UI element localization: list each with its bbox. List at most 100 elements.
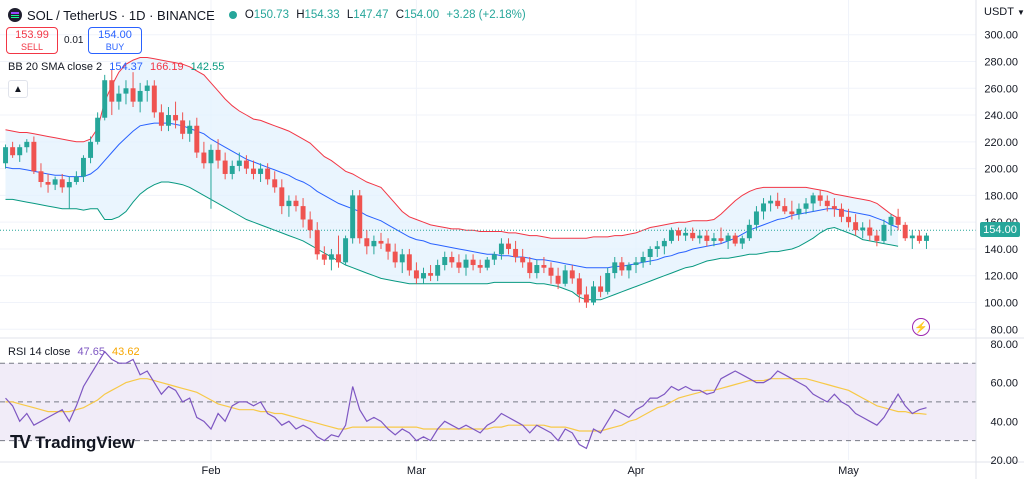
candle-body bbox=[378, 240, 384, 244]
candle-body bbox=[484, 259, 490, 268]
sell-button[interactable]: 153.99 SELL bbox=[6, 27, 58, 54]
candle-body bbox=[576, 278, 582, 295]
candle-body bbox=[824, 200, 830, 207]
candle-body bbox=[421, 273, 426, 279]
price-tick-label: 180.00 bbox=[984, 190, 1018, 202]
candle-body bbox=[52, 179, 58, 185]
symbol-title[interactable]: SOL / TetherUS · 1D · BINANCE bbox=[27, 7, 215, 23]
flash-icon[interactable]: ⚡ bbox=[912, 318, 930, 336]
time-tick-label: May bbox=[838, 465, 859, 477]
collapse-legend-button[interactable]: ▲ bbox=[8, 80, 28, 98]
tradingview-logo: TV TradingView bbox=[10, 432, 135, 453]
currency-label: USDT bbox=[984, 6, 1014, 18]
candle-body bbox=[548, 267, 554, 276]
chevron-down-icon: ▼ bbox=[1016, 7, 1024, 17]
candle-body bbox=[562, 270, 568, 284]
candle-body bbox=[768, 200, 774, 204]
bb-lower-line bbox=[5, 181, 899, 301]
candle-body bbox=[73, 176, 79, 182]
candle-body bbox=[158, 112, 164, 126]
candle-body bbox=[272, 179, 278, 188]
time-tick-label: Feb bbox=[201, 465, 220, 477]
bb-upper-value: 166.19 bbox=[149, 61, 184, 73]
chevron-up-icon: ▲ bbox=[13, 83, 23, 95]
candle-body bbox=[732, 235, 738, 244]
candle-body bbox=[923, 235, 929, 241]
rsi-tick-label: 40.00 bbox=[990, 416, 1018, 428]
candle-body bbox=[895, 216, 901, 225]
price-tick-label: 80.00 bbox=[990, 324, 1018, 336]
candle-body bbox=[95, 117, 101, 142]
candle-body bbox=[165, 115, 171, 126]
candle-body bbox=[527, 262, 533, 274]
candle-body bbox=[229, 165, 235, 174]
candle-body bbox=[612, 262, 618, 274]
candle-body bbox=[761, 203, 767, 212]
candle-body bbox=[279, 187, 285, 207]
candle-body bbox=[399, 254, 405, 263]
ohlc-high-value: 154.33 bbox=[304, 9, 340, 21]
candle-body bbox=[477, 265, 483, 268]
time-tick-label: Apr bbox=[627, 465, 644, 477]
candle-body bbox=[137, 90, 143, 102]
candle-body bbox=[916, 235, 922, 241]
candle-body bbox=[102, 80, 108, 118]
candle-body bbox=[350, 195, 356, 239]
candle-body bbox=[520, 256, 526, 263]
price-tick-label: 100.00 bbox=[984, 298, 1018, 310]
tv-mark-icon: TV bbox=[10, 432, 31, 452]
candle-body bbox=[144, 85, 150, 91]
last-price-tag: 154.00 bbox=[980, 222, 1020, 237]
candle-body bbox=[619, 262, 625, 271]
candle-body bbox=[151, 85, 157, 113]
candle-body bbox=[711, 238, 717, 241]
candle-body bbox=[690, 232, 696, 239]
bb-fill-area bbox=[5, 57, 899, 300]
candle-body bbox=[909, 235, 915, 239]
candle-body bbox=[598, 286, 604, 292]
candle-body bbox=[116, 93, 122, 102]
candle-body bbox=[286, 200, 292, 207]
price-tick-label: 240.00 bbox=[984, 110, 1018, 122]
bb-indicator-legend[interactable]: BB 20 SMA close 2 154.37 166.19 142.55 bbox=[8, 61, 224, 73]
candle-body bbox=[838, 208, 844, 217]
candle-body bbox=[59, 179, 65, 188]
rsi-tick-label: 20.00 bbox=[990, 455, 1018, 467]
candle-body bbox=[10, 147, 16, 156]
candle-body bbox=[265, 168, 271, 180]
candle-body bbox=[31, 141, 37, 172]
candle-body bbox=[860, 227, 866, 231]
bb-label: BB 20 SMA close 2 bbox=[8, 61, 103, 73]
buy-button[interactable]: 154.00 BUY bbox=[88, 27, 142, 54]
candle-body bbox=[676, 230, 681, 236]
candle-body bbox=[513, 248, 519, 257]
candle-body bbox=[874, 235, 880, 241]
candle-body bbox=[413, 270, 419, 279]
candle-body bbox=[321, 254, 327, 260]
candle-body bbox=[605, 273, 611, 292]
price-tick-label: 220.00 bbox=[984, 137, 1018, 149]
candle-body bbox=[633, 262, 639, 266]
candle-body bbox=[534, 265, 540, 274]
buy-label: BUY bbox=[105, 41, 125, 52]
candle-body bbox=[314, 230, 320, 255]
price-tick-label: 260.00 bbox=[984, 83, 1018, 95]
currency-selector[interactable]: USDT ▼ bbox=[984, 6, 1024, 18]
rsi-indicator-legend[interactable]: RSI 14 close 47.65 43.62 bbox=[8, 346, 140, 358]
brand-name: TradingView bbox=[35, 432, 135, 452]
candle-body bbox=[251, 168, 256, 174]
candle-body bbox=[498, 243, 504, 255]
candle-body bbox=[753, 211, 759, 225]
price-tick-label: 140.00 bbox=[984, 244, 1018, 256]
candle-body bbox=[491, 254, 497, 260]
sell-label: SELL bbox=[20, 41, 44, 52]
candle-body bbox=[392, 251, 398, 263]
candle-body bbox=[371, 240, 377, 247]
bb-upper-line bbox=[5, 57, 899, 239]
candle-body bbox=[654, 246, 660, 249]
candle-body bbox=[555, 275, 561, 284]
candle-body bbox=[470, 259, 476, 266]
ohlc-low-key: L bbox=[346, 9, 354, 21]
